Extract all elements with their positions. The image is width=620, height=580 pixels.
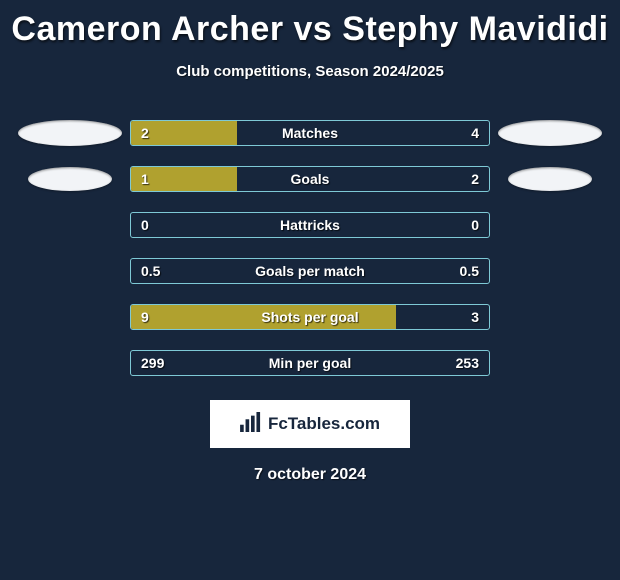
- stat-label: Hattricks: [131, 213, 489, 237]
- stat-right-value: 3: [461, 305, 489, 329]
- player-left-avatar-ellipse: [18, 120, 122, 146]
- stat-left-value: 2: [131, 121, 159, 145]
- right-side-slot: [490, 120, 610, 146]
- stat-right-value: 4: [461, 121, 489, 145]
- stat-row: 93Shots per goal: [10, 294, 610, 340]
- stat-right-value: 2: [461, 167, 489, 191]
- stat-bar: 0 0Hattricks: [130, 212, 490, 238]
- stat-bar-left-fill: [131, 305, 396, 329]
- stat-left-value: 299: [131, 351, 174, 375]
- stat-row: 0 0Hattricks: [10, 202, 610, 248]
- left-side-slot: [10, 120, 130, 146]
- stat-row: 299 253Min per goal: [10, 340, 610, 386]
- stat-bar: 24Matches: [130, 120, 490, 146]
- stat-label: Min per goal: [131, 351, 489, 375]
- branding-text: FcTables.com: [268, 414, 380, 434]
- stat-right-value: 253: [446, 351, 489, 375]
- right-side-slot: [490, 167, 610, 191]
- player-right-avatar-ellipse: [508, 167, 592, 191]
- stat-bar: 299 253Min per goal: [130, 350, 490, 376]
- player-left-avatar-ellipse: [28, 167, 112, 191]
- stat-row: 0.5 0.5Goals per match: [10, 248, 610, 294]
- stat-left-value: 0.5: [131, 259, 170, 283]
- bars-icon: [240, 412, 262, 437]
- stat-bar: 12Goals: [130, 166, 490, 192]
- comparison-title: Cameron Archer vs Stephy Mavididi: [0, 0, 620, 49]
- stat-row: 24Matches: [10, 110, 610, 156]
- date-label: 7 october 2024: [0, 466, 620, 484]
- stat-row: 12Goals: [10, 156, 610, 202]
- stat-bar: 93Shots per goal: [130, 304, 490, 330]
- stat-left-value: 9: [131, 305, 159, 329]
- stat-left-value: 0: [131, 213, 159, 237]
- branding-box: FcTables.com: [210, 400, 410, 448]
- stat-left-value: 1: [131, 167, 159, 191]
- comparison-subtitle: Club competitions, Season 2024/2025: [0, 63, 620, 80]
- stat-right-value: 0: [461, 213, 489, 237]
- stat-right-value: 0.5: [450, 259, 489, 283]
- stat-label: Goals per match: [131, 259, 489, 283]
- left-side-slot: [10, 167, 130, 191]
- comparison-chart: 24Matches12Goals00Hattricks0.50.5Goals p…: [10, 110, 610, 386]
- stat-bar: 0.5 0.5Goals per match: [130, 258, 490, 284]
- player-right-avatar-ellipse: [498, 120, 602, 146]
